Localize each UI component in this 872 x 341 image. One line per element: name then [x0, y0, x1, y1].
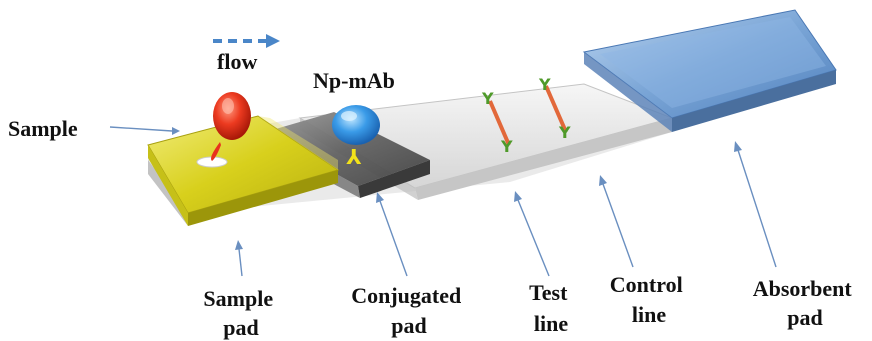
conjugated-pad-label-line2: pad — [391, 313, 426, 338]
sample-arrow — [109, 126, 180, 135]
sample-pad-label: Sample pad — [203, 286, 278, 340]
test-line: Y Y — [481, 89, 513, 156]
flow-label: flow — [217, 49, 257, 74]
control-line-arrow — [599, 175, 634, 268]
np-mab-label: Np-mAb — [313, 68, 395, 93]
conjugate-antibody: Y — [346, 144, 362, 168]
test-line-arrow — [514, 191, 550, 277]
absorbent-pad-label-line1: Absorbent — [753, 276, 853, 301]
absorbent-pad-label: Absorbent pad — [753, 276, 858, 330]
np-mab-particle-icon: Y — [332, 105, 380, 168]
control-capture-antibody-bottom: Y — [558, 123, 571, 142]
sample-pad-arrow — [235, 240, 243, 277]
test-line-label-line2: line — [534, 311, 568, 336]
sample-label: Sample — [8, 116, 78, 141]
absorbent-pad — [582, 9, 837, 132]
sample-pad-label-line1: Sample — [203, 286, 273, 311]
absorbent-pad-label-line2: pad — [787, 305, 822, 330]
control-line-label-line2: line — [632, 302, 666, 327]
control-line-label-line1: Control — [610, 272, 683, 297]
flow-arrow — [213, 34, 280, 48]
absorbent-pad-arrow — [734, 141, 777, 268]
test-capture-antibody-bottom: Y — [500, 137, 513, 156]
test-line-label-line1: Test — [529, 280, 568, 305]
sample-pad-label-line2: pad — [223, 315, 258, 340]
conjugated-pad-label-line1: Conjugated — [351, 283, 461, 308]
sample-droplet-icon — [196, 92, 251, 168]
sample-pad — [147, 115, 340, 226]
conjugated-pad-label: Conjugated pad — [351, 283, 467, 338]
test-line-label: Test line — [529, 280, 573, 336]
control-capture-antibody-top: Y — [538, 75, 551, 94]
control-line: Y Y — [538, 75, 571, 142]
control-line-label: Control line — [610, 272, 688, 327]
conjugated-pad-arrow — [376, 192, 408, 277]
test-capture-antibody-top: Y — [481, 89, 494, 108]
